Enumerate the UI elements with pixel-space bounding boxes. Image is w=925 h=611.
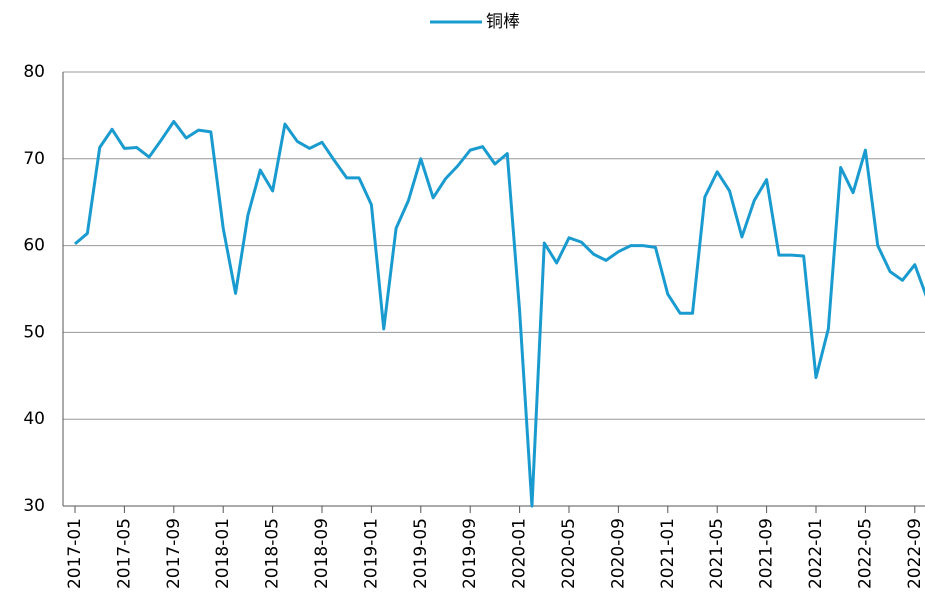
- y-tick-label: 40: [23, 409, 45, 429]
- x-tick-label: 2017-09: [164, 518, 184, 589]
- y-tick-label: 60: [23, 236, 45, 256]
- y-tick-label: 70: [23, 149, 45, 169]
- x-tick-label: 2021-05: [707, 518, 727, 589]
- x-tick-label: 2021-01: [658, 518, 678, 589]
- x-tick-label: 2017-01: [65, 518, 85, 589]
- x-tick-label: 2020-05: [559, 518, 579, 589]
- x-tick-label: 2020-01: [510, 518, 530, 589]
- x-tick-label: 2022-01: [806, 518, 826, 589]
- y-tick-label: 50: [23, 322, 45, 342]
- y-tick-label: 30: [23, 496, 45, 516]
- x-tick-label: 2018-01: [213, 518, 233, 589]
- x-tick-label: 2018-05: [263, 518, 283, 589]
- x-tick-label: 2019-05: [411, 518, 431, 589]
- data-line: [74, 119, 925, 508]
- x-tick-label: 2021-09: [757, 518, 777, 589]
- x-tick-label: 2018-09: [312, 518, 332, 589]
- x-tick-label: 2019-01: [361, 518, 381, 589]
- plot-area: [74, 119, 925, 508]
- x-tick-label: 2020-09: [608, 518, 628, 589]
- x-tick-label: 2019-09: [460, 518, 480, 589]
- x-tick-label: 2022-05: [855, 518, 875, 589]
- x-tick-label: 2017-05: [114, 518, 134, 589]
- x-tick-label: 2022-09: [905, 518, 925, 589]
- legend-label: 铜棒: [486, 12, 520, 32]
- y-tick-label: 80: [23, 62, 45, 82]
